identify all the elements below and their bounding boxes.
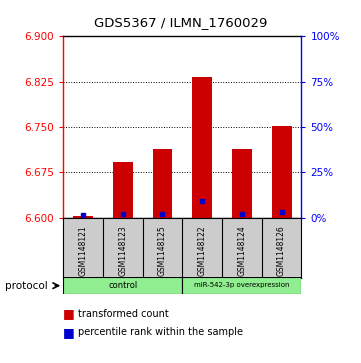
Text: GSM1148124: GSM1148124 bbox=[238, 225, 246, 276]
Bar bbox=[192, 77, 212, 218]
Text: protocol: protocol bbox=[5, 281, 48, 291]
Text: control: control bbox=[108, 281, 138, 290]
Bar bbox=[73, 216, 93, 218]
Text: percentile rank within the sample: percentile rank within the sample bbox=[78, 327, 243, 337]
Text: GDS5367 / ILMN_1760029: GDS5367 / ILMN_1760029 bbox=[94, 16, 267, 29]
Text: GSM1148123: GSM1148123 bbox=[118, 225, 127, 276]
Text: transformed count: transformed count bbox=[78, 309, 168, 319]
Text: miR-542-3p overexpression: miR-542-3p overexpression bbox=[194, 282, 290, 289]
Text: GSM1148121: GSM1148121 bbox=[79, 225, 87, 276]
Text: GSM1148125: GSM1148125 bbox=[158, 225, 167, 276]
Text: ■: ■ bbox=[63, 307, 75, 321]
Text: GSM1148122: GSM1148122 bbox=[198, 225, 206, 276]
Text: ■: ■ bbox=[63, 326, 75, 339]
Bar bbox=[63, 277, 182, 294]
Bar bbox=[182, 277, 301, 294]
Bar bbox=[152, 150, 172, 218]
Bar bbox=[232, 150, 252, 218]
Text: GSM1148126: GSM1148126 bbox=[277, 225, 286, 276]
Bar bbox=[271, 126, 292, 218]
Bar bbox=[113, 162, 133, 218]
